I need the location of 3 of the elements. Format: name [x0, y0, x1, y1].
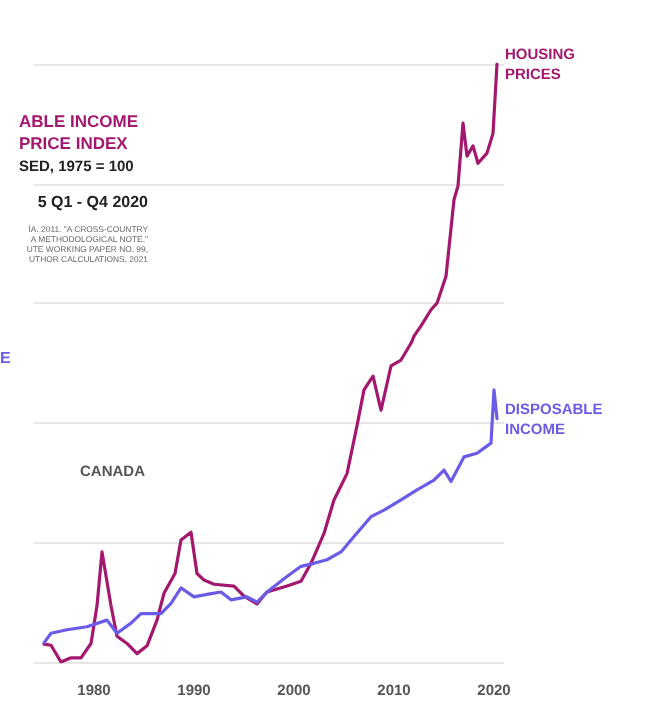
- text: ABLE INCOME PRICE INDEX: [19, 111, 139, 153]
- text: E: [0, 348, 12, 367]
- annotation: 5 Q1 - Q4 2020: [37, 192, 150, 211]
